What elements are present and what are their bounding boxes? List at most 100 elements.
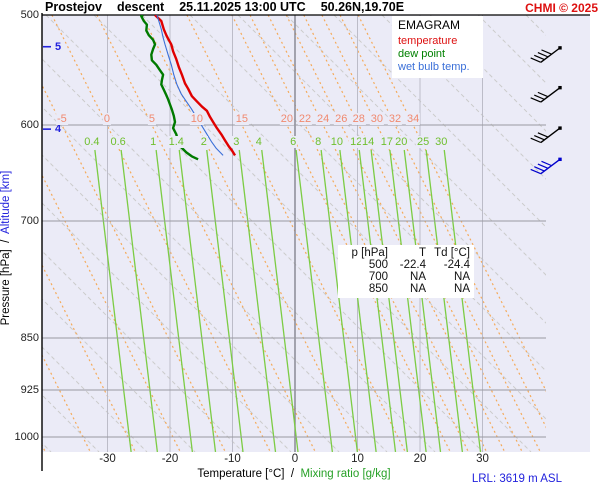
table-cell-temperature: NA: [410, 271, 426, 283]
dry-adiabat-line: [51, 15, 271, 452]
curve-wet-bulb-temp-: [156, 15, 224, 156]
mixing-ratio-line: [295, 149, 334, 452]
saturation-adiabat-line: [42, 106, 388, 452]
x-axis-mixing-label: Mixing ratio [g/kg]: [300, 468, 391, 480]
y-axis-separator: /: [0, 233, 12, 250]
dry-adiabat-label: 26: [334, 113, 349, 125]
mixing-ratio-line: [370, 149, 409, 452]
mixing-ratio-label: 1: [149, 136, 158, 148]
temp-tick-label: 0: [291, 453, 299, 465]
mixing-ratio-label: 3: [232, 136, 241, 148]
saturation-adiabat-line: [45, 15, 484, 452]
pressure-tick-label: 700: [20, 214, 39, 227]
dry-adiabat-line: [231, 15, 451, 452]
table-row: 850 NA NA: [342, 283, 470, 295]
x-axis-title: Temperature [°C] / Mixing ratio [g/kg]: [42, 468, 546, 480]
wind-barb: [530, 157, 562, 175]
profile-type: descent: [116, 0, 165, 14]
dry-adiabat-line: [285, 15, 506, 452]
altitude-tick-label: 5: [55, 40, 62, 53]
table-cell-dewpoint: -24.4: [443, 259, 470, 271]
wind-barb: [530, 46, 562, 63]
wind-barb: [530, 85, 562, 103]
dry-adiabat-label: 34: [406, 113, 421, 125]
mixing-ratio-line: [178, 149, 217, 452]
saturation-adiabat-line: [42, 154, 340, 452]
mixing-ratio-line: [238, 149, 277, 452]
table-row: 500 -22.4 -24.4: [342, 259, 470, 271]
y-axis-title: Pressure [hPa] / Altitude [km]: [0, 105, 14, 391]
table-cell-pressure: 500: [368, 259, 388, 271]
mixing-ratio-line: [120, 149, 159, 452]
temp-tick-label: -30: [99, 453, 116, 465]
mixing-ratio-line: [155, 149, 194, 452]
x-axis-separator: /: [284, 468, 301, 480]
table-cell-temperature: NA: [410, 283, 426, 295]
dry-adiabat-label: -5: [55, 113, 68, 125]
mixing-ratio-label: 1.4: [167, 136, 185, 148]
pressure-tick-label: 500: [20, 8, 39, 21]
saturation-adiabat-line: [285, 15, 546, 276]
wind-barb: [530, 126, 562, 144]
dry-adiabat-line: [303, 15, 523, 452]
saturation-adiabat-line: [141, 15, 546, 420]
dry-adiabat-label: 24: [316, 113, 331, 125]
dry-adiabat-label: 22: [297, 113, 313, 125]
mixing-ratio-line: [443, 149, 482, 452]
pressure-tick-label: 925: [20, 383, 39, 396]
saturation-adiabat-line: [189, 15, 546, 372]
table-cell-temperature: -22.4: [399, 259, 426, 271]
copyright-label: CHMI © 2025: [525, 1, 598, 15]
dry-adiabat-label: 5: [147, 113, 156, 125]
mixing-ratio-label: 12: [349, 136, 364, 148]
sounding-datetime: 25.11.2025 13:00 UTC: [179, 0, 306, 14]
mixing-ratio-label: 17: [379, 136, 394, 148]
pressure-tick-label: 600: [20, 118, 39, 131]
mixing-ratio-label: 4: [254, 136, 263, 148]
table-cell-pressure: 700: [368, 271, 388, 283]
x-axis-temperature-label: Temperature [°C]: [197, 468, 285, 480]
mixing-ratio-label: 14: [361, 136, 376, 148]
mixing-ratio-label: 2: [199, 136, 208, 148]
pressure-tick-label: 1000: [14, 430, 39, 443]
mixing-ratio-label: 30: [434, 136, 449, 148]
saturation-adiabat-line: [237, 15, 546, 324]
table-cell-dewpoint: NA: [454, 283, 470, 295]
saturation-adiabat-line: [42, 202, 292, 452]
mixing-ratio-label: 20: [394, 136, 409, 148]
sounding-curves: [140, 15, 237, 161]
dry-adiabat-label: 10: [189, 113, 204, 125]
dry-adiabat-line: [267, 15, 488, 452]
table-cell-pressure: 850: [368, 283, 388, 295]
dry-adiabat-label: 0: [102, 113, 111, 125]
temp-tick-label: 30: [476, 453, 489, 465]
mixing-ratio-label: 0.6: [109, 136, 127, 148]
dry-adiabat-line: [339, 15, 546, 429]
mixing-ratio-line: [94, 149, 132, 452]
page-title: Prostejov descent 25.11.2025 13:00 UTC 50.2…: [45, 0, 419, 14]
table-header-dewpoint: Td [°C]: [434, 247, 470, 259]
dry-adiabat-line: [357, 15, 546, 393]
temp-tick-label: 20: [413, 453, 427, 465]
station-name: Prostejov: [45, 0, 102, 14]
dry-adiabat-line: [249, 15, 470, 452]
dry-adiabat-label: 15: [234, 113, 249, 125]
mixing-ratio-label: 0.4: [83, 136, 101, 148]
mixing-ratio-label: 10: [329, 136, 344, 148]
table-header-temperature: T: [418, 247, 426, 259]
mixing-ratio-line: [358, 149, 397, 452]
legend-title: EMAGRAM: [398, 18, 461, 32]
pressure-tick-label: 850: [20, 331, 39, 344]
dry-adiabat-line: [321, 15, 541, 452]
dry-adiabat-label: 20: [279, 113, 294, 125]
mixing-ratio-line: [389, 149, 427, 452]
y-axis-pressure-label: Pressure [hPa]: [0, 249, 12, 326]
curve-dew-point: [140, 15, 199, 161]
altitude-tick-label: 4: [55, 123, 62, 136]
station-coordinates: 50.26N,19.70E: [320, 0, 405, 14]
temp-tick-label: -20: [161, 453, 179, 465]
legend-item-dew-point: dew point: [398, 48, 446, 60]
level-data-table: p [hPa] T Td [°C] 500 -22.4 -24.4 700 NA NA 85…: [338, 245, 474, 298]
mixing-ratio-label: 25: [416, 136, 431, 148]
